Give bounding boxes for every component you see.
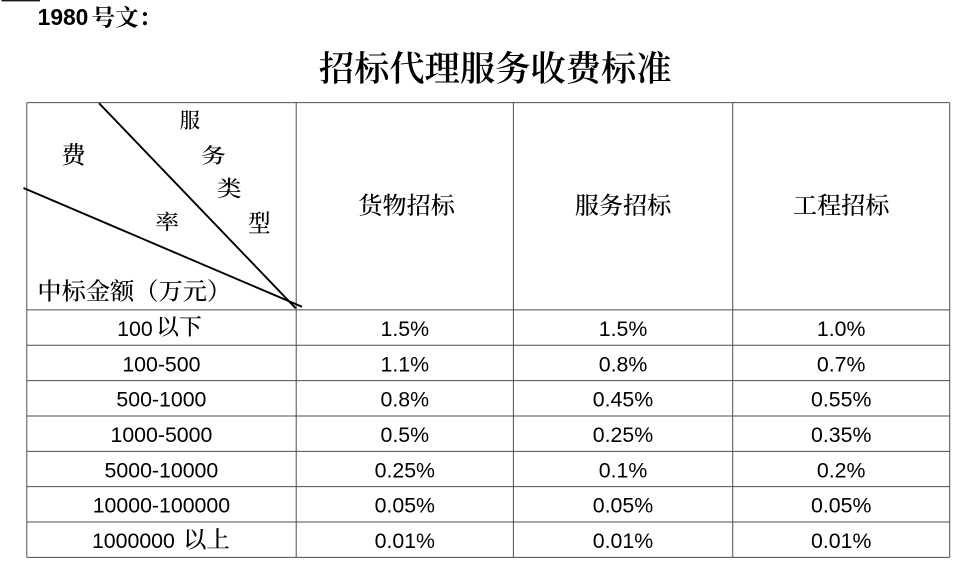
svg-text:1.0%: 1.0% xyxy=(817,317,866,341)
svg-text:5000-10000: 5000-10000 xyxy=(105,458,219,482)
svg-text:0.01%: 0.01% xyxy=(593,529,653,553)
svg-text:0.2%: 0.2% xyxy=(817,458,866,482)
svg-text:0.05%: 0.05% xyxy=(593,494,653,518)
svg-text:0.1%: 0.1% xyxy=(599,458,648,482)
svg-text:1.5%: 1.5% xyxy=(381,317,430,341)
svg-text:0.45%: 0.45% xyxy=(593,388,653,412)
svg-text:1.1%: 1.1% xyxy=(381,352,430,376)
svg-text:0.8%: 0.8% xyxy=(599,352,648,376)
svg-text:0.35%: 0.35% xyxy=(811,423,871,447)
svg-text:1980: 1980 xyxy=(38,4,89,30)
svg-text:0.5%: 0.5% xyxy=(381,423,430,447)
svg-text:0.05%: 0.05% xyxy=(375,494,435,518)
svg-text:0.8%: 0.8% xyxy=(381,388,430,412)
svg-text:100: 100 xyxy=(117,317,153,341)
svg-text:0.01%: 0.01% xyxy=(811,529,871,553)
svg-text:0.25%: 0.25% xyxy=(593,423,653,447)
svg-text:0.05%: 0.05% xyxy=(811,494,871,518)
svg-text:1.5%: 1.5% xyxy=(599,317,648,341)
svg-text:0.55%: 0.55% xyxy=(811,388,871,412)
svg-text:100-500: 100-500 xyxy=(122,352,200,376)
svg-text:0.01%: 0.01% xyxy=(375,529,435,553)
svg-text:1000000: 1000000 xyxy=(92,529,175,553)
svg-text:0.25%: 0.25% xyxy=(375,458,435,482)
svg-text:1000-5000: 1000-5000 xyxy=(110,423,212,447)
svg-text:500-1000: 500-1000 xyxy=(116,388,206,412)
svg-text:10000-100000: 10000-100000 xyxy=(93,494,231,518)
svg-text:0.7%: 0.7% xyxy=(817,352,866,376)
